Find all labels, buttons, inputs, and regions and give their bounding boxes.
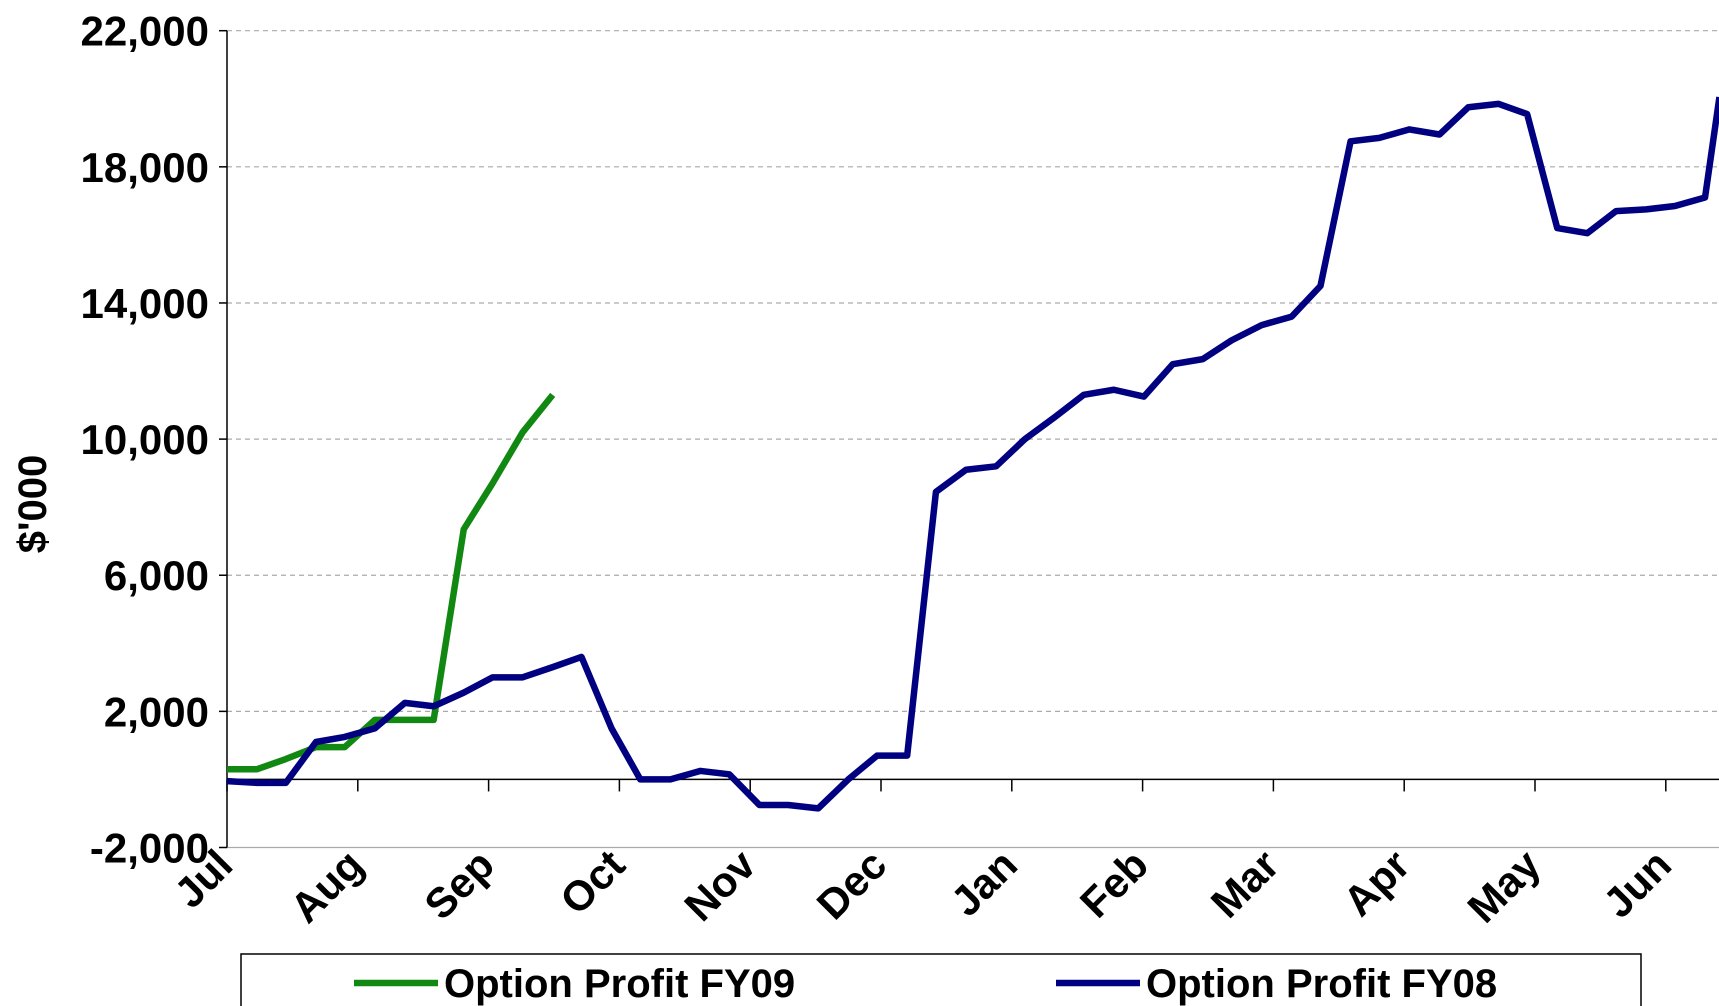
y-tick-label: 18,000 <box>81 144 209 191</box>
legend-box <box>240 953 1642 1006</box>
x-tick-label: Oct <box>551 841 634 924</box>
legend-label: Option Profit FY08 <box>1146 962 1497 1006</box>
y-tick-label: -2,000 <box>90 825 209 872</box>
y-tick-label: 22,000 <box>81 8 209 55</box>
x-tick-label: Dec <box>808 841 896 929</box>
x-tick-label: May <box>1458 840 1549 931</box>
y-tick-label: 6,000 <box>104 552 209 599</box>
x-tick-label: Aug <box>281 841 372 932</box>
x-tick-label: Jun <box>1594 841 1680 927</box>
x-tick-label: Nov <box>675 840 765 930</box>
y-tick-label: 2,000 <box>104 688 209 735</box>
y-tick-label: 14,000 <box>81 280 209 327</box>
series-line <box>226 96 1719 812</box>
legend-label: Option Profit FY09 <box>444 962 795 1006</box>
y-tick-label: 10,000 <box>81 416 209 463</box>
y-axis-label: $'000 <box>11 455 55 554</box>
x-tick-label: Mar <box>1202 841 1288 927</box>
x-tick-label: Jan <box>942 841 1026 925</box>
x-tick-label: Apr <box>1334 841 1418 925</box>
x-tick-label: Feb <box>1071 841 1157 927</box>
x-tick-label: Sep <box>415 841 503 929</box>
